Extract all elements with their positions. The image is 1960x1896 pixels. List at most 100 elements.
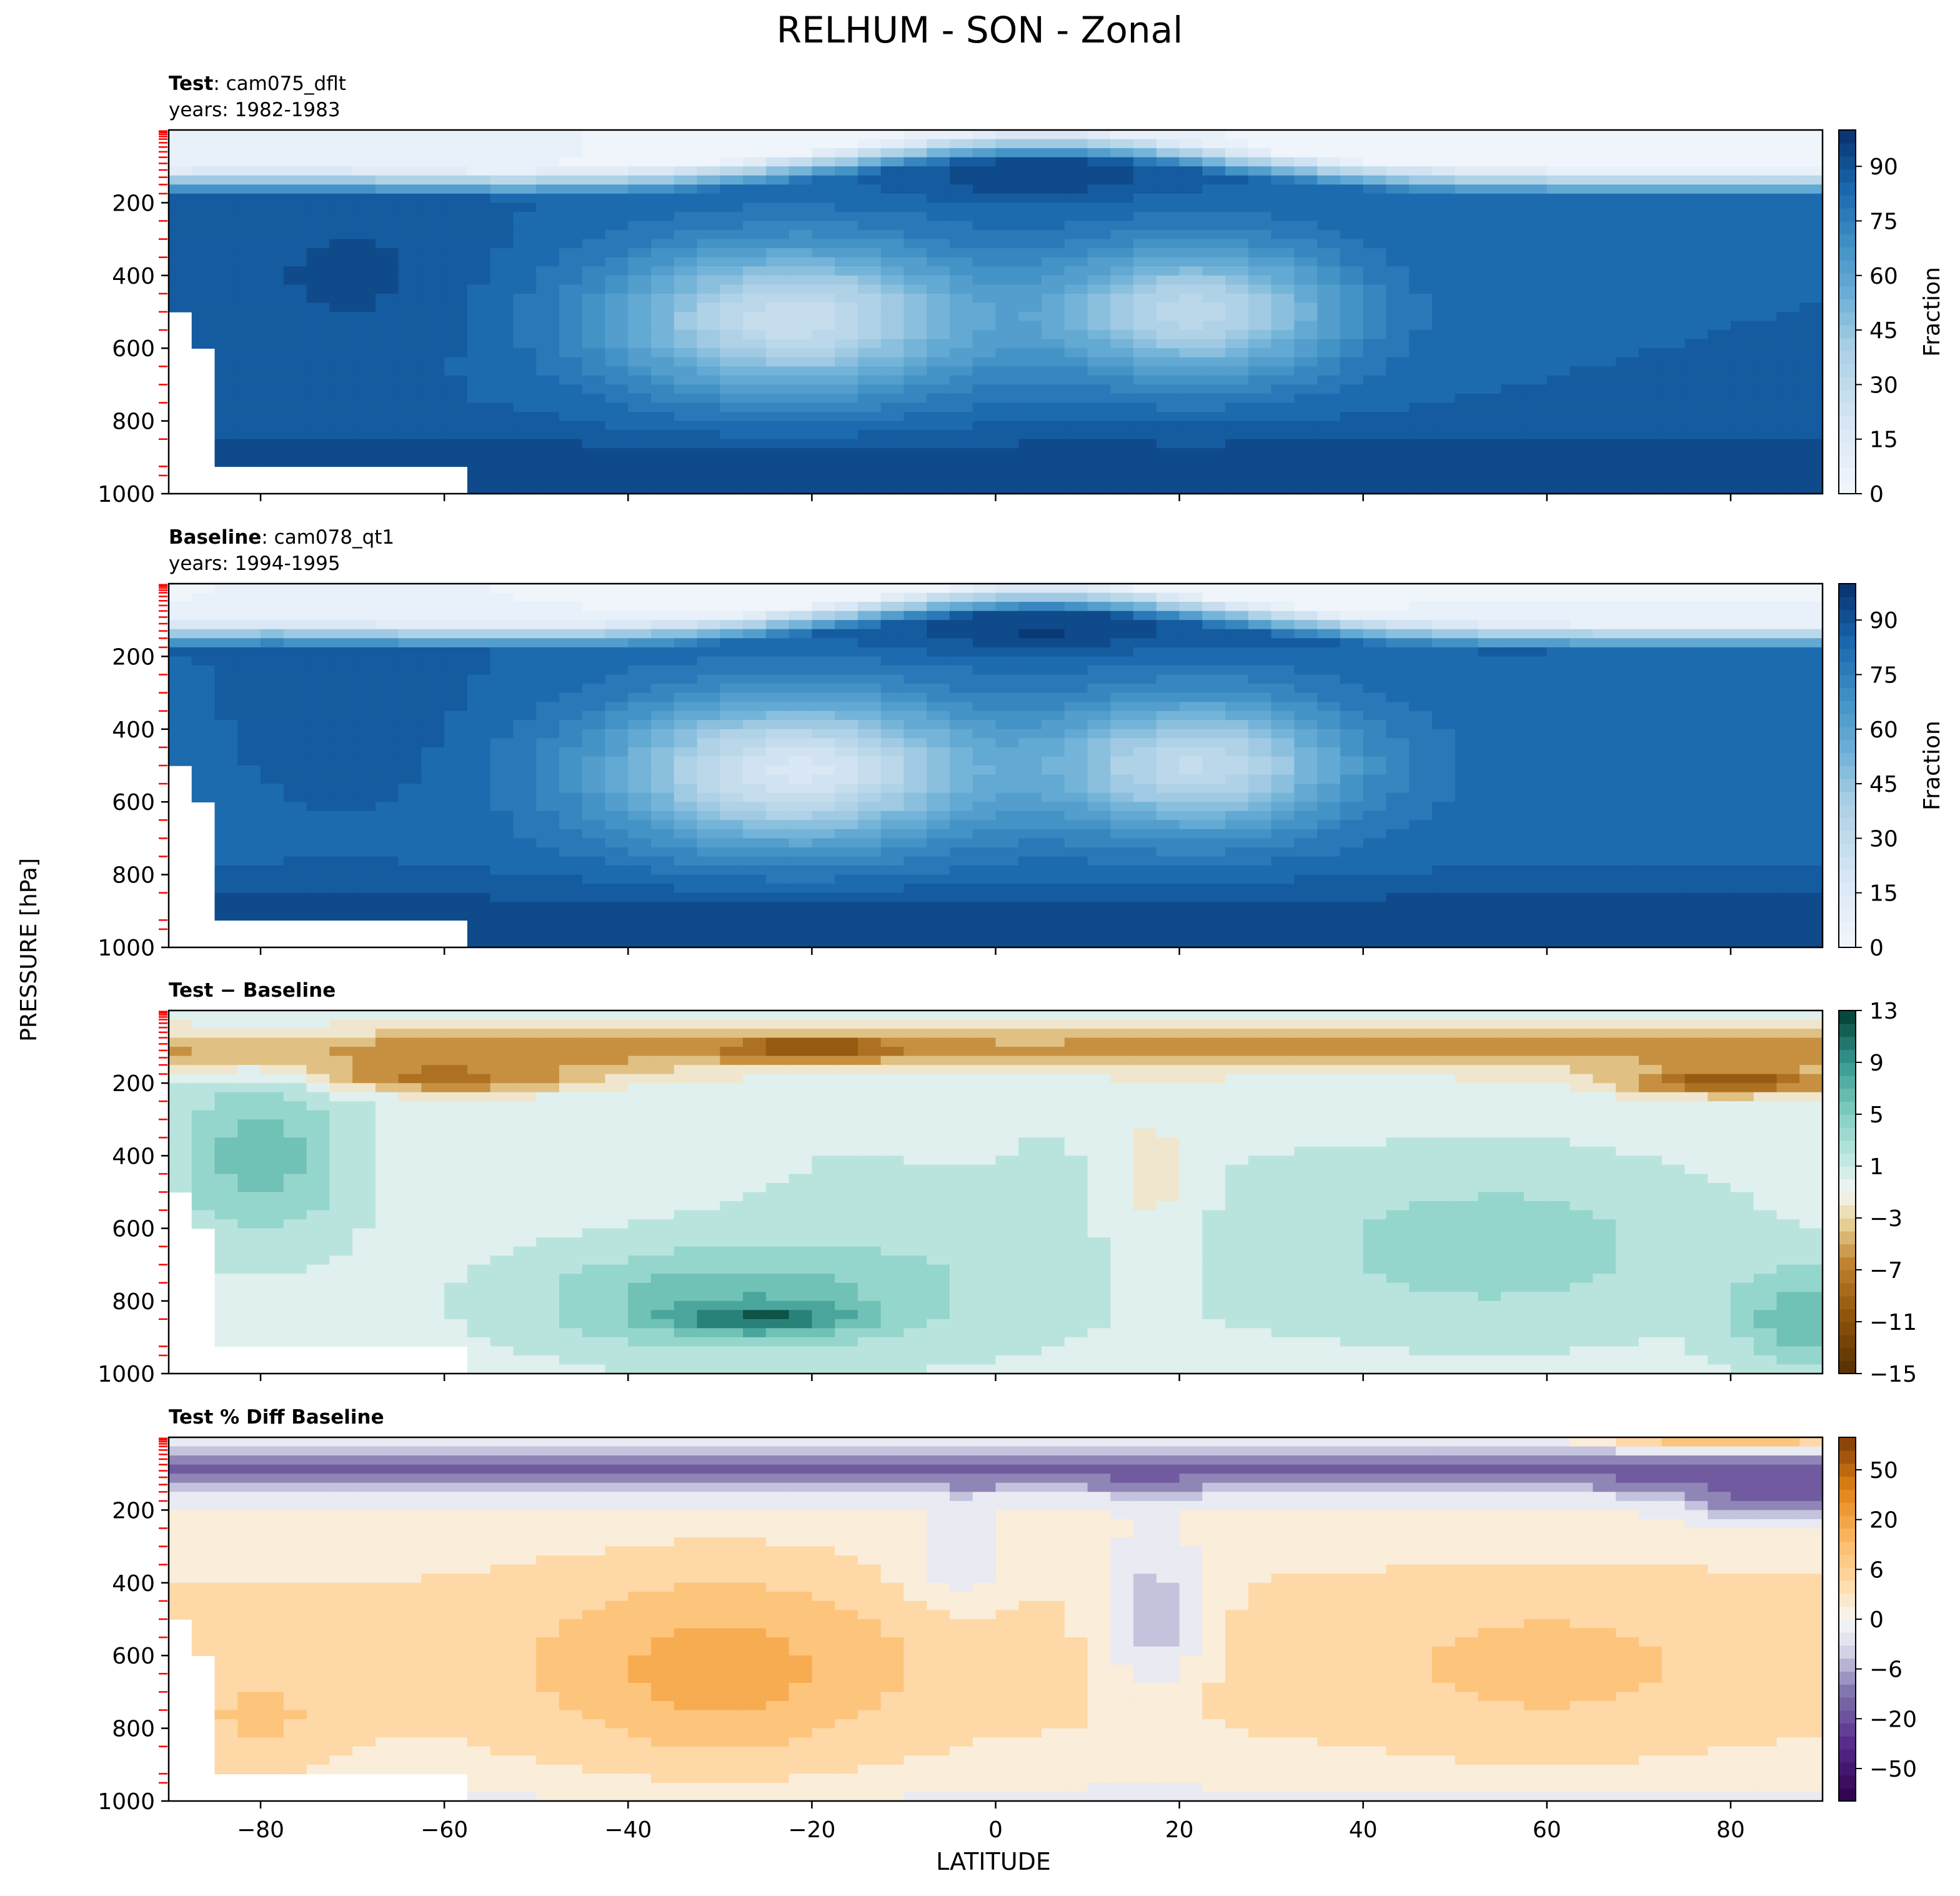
baseline-cell xyxy=(1248,629,1272,639)
baseline-cell xyxy=(375,856,399,866)
baseline-cell xyxy=(1018,829,1042,839)
test-cell xyxy=(788,230,813,240)
test-cell xyxy=(375,393,399,404)
test-cell xyxy=(1363,230,1387,240)
test-cell xyxy=(835,230,858,240)
baseline-cell xyxy=(743,847,767,857)
test-cell xyxy=(1524,266,1548,276)
baseline-cell xyxy=(1110,720,1134,730)
test-cell xyxy=(1179,257,1203,267)
colorbar-frame xyxy=(1838,129,1856,494)
test-cell xyxy=(651,202,675,212)
test-cell xyxy=(375,230,399,240)
test-cell xyxy=(352,448,376,458)
baseline-cell xyxy=(949,874,973,884)
baseline-cell xyxy=(903,792,927,802)
baseline-cell xyxy=(1363,802,1387,812)
test-cell xyxy=(1776,375,1801,386)
baseline-cell xyxy=(651,802,675,812)
baseline-cell xyxy=(1225,884,1249,894)
baseline-cell xyxy=(421,766,445,776)
test-cell xyxy=(1409,357,1433,367)
baseline-cell xyxy=(1271,720,1295,730)
test-cell xyxy=(1708,466,1731,476)
baseline-cell xyxy=(927,647,950,657)
baseline-cell xyxy=(513,874,537,884)
test-cell xyxy=(674,139,698,149)
baseline-cell xyxy=(329,766,353,776)
test-cell xyxy=(1294,266,1318,276)
test-cell xyxy=(1546,421,1571,431)
test-cell xyxy=(880,148,905,158)
baseline-cell xyxy=(536,656,560,666)
test-cell xyxy=(743,375,767,386)
baseline-cell xyxy=(536,866,560,876)
test-cell xyxy=(444,448,468,458)
baseline-cell xyxy=(169,756,192,766)
test-cell xyxy=(1432,402,1456,412)
baseline-cell xyxy=(1018,592,1042,602)
baseline-cell xyxy=(1363,602,1387,612)
baseline-cell xyxy=(1110,829,1134,839)
baseline-cell xyxy=(1225,711,1249,721)
test-cell xyxy=(903,321,927,331)
test-cell xyxy=(1294,357,1318,367)
baseline-cell xyxy=(720,811,744,821)
test-cell xyxy=(1225,130,1249,140)
baseline-cell xyxy=(582,866,606,876)
test-cell xyxy=(237,393,261,404)
test-cell xyxy=(1271,321,1295,331)
baseline-cell xyxy=(261,747,284,757)
test-cell xyxy=(559,239,583,249)
test-cell xyxy=(949,430,973,440)
test-cell xyxy=(743,384,767,394)
baseline-cell xyxy=(1064,638,1088,648)
test-cell xyxy=(1638,130,1663,140)
test-cell xyxy=(972,221,997,231)
baseline-cell xyxy=(1294,792,1318,802)
baseline-cell xyxy=(628,802,652,812)
baseline-cell xyxy=(927,892,950,903)
test-cell xyxy=(1501,202,1525,212)
test-cell xyxy=(628,321,652,331)
test-cell xyxy=(444,184,468,194)
test-cell xyxy=(1087,366,1112,376)
test-cell xyxy=(444,393,468,404)
test-cell xyxy=(1271,357,1295,367)
test-cell xyxy=(1409,130,1433,140)
test-cell xyxy=(513,293,537,304)
test-cell xyxy=(697,448,721,458)
baseline-cell xyxy=(1317,702,1341,712)
test-cell xyxy=(1110,239,1134,249)
test-cell xyxy=(1753,457,1778,467)
baseline-cell xyxy=(1294,729,1318,739)
baseline-cell xyxy=(490,656,514,666)
test-cell xyxy=(1616,402,1639,412)
baseline-cell xyxy=(927,829,950,839)
test-cell xyxy=(1455,284,1479,294)
test-cell xyxy=(1317,202,1341,212)
baseline-cell xyxy=(490,629,514,639)
test-cell xyxy=(1386,266,1410,276)
baseline-cell xyxy=(261,802,284,812)
test-cell xyxy=(995,175,1020,186)
test-cell xyxy=(467,448,491,458)
baseline-cell xyxy=(788,856,813,866)
baseline-cell xyxy=(835,902,858,912)
test-cell xyxy=(1202,393,1226,404)
baseline-cell xyxy=(1202,902,1226,912)
test-cell xyxy=(1753,193,1778,204)
baseline-cell xyxy=(352,611,376,621)
test-cell xyxy=(169,293,192,304)
test-cell xyxy=(329,139,353,149)
test-cell xyxy=(1225,430,1249,440)
test-cell xyxy=(765,193,790,204)
baseline-cell xyxy=(237,665,261,676)
baseline-cell xyxy=(398,811,422,821)
test-cell xyxy=(903,193,927,204)
baseline-cell xyxy=(720,856,744,866)
baseline-cell xyxy=(857,874,882,884)
test-cell xyxy=(1110,393,1134,404)
baseline-cell xyxy=(352,592,376,602)
baseline-cell xyxy=(559,792,583,802)
